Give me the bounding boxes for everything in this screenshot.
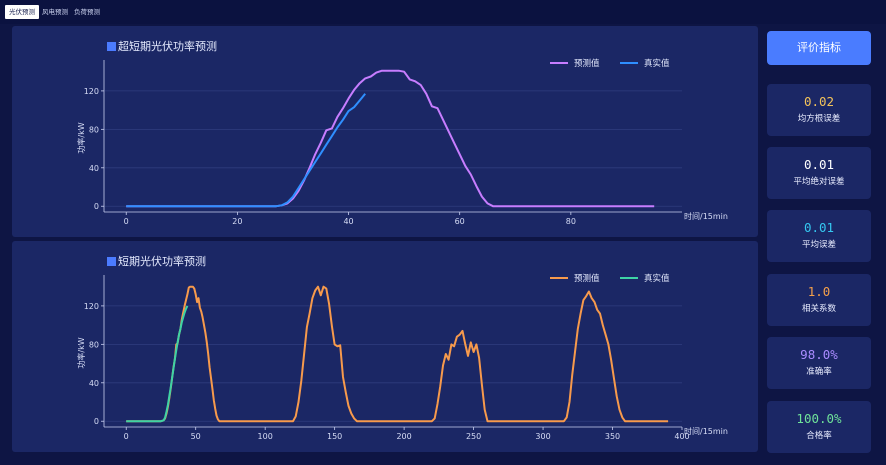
x-axis-label: 时间/15min — [684, 426, 728, 436]
y-tick-label: 120 — [84, 87, 99, 96]
x-tick-label: 80 — [566, 217, 576, 226]
legend-label: 预测值 — [574, 58, 600, 69]
y-tick-label: 80 — [89, 340, 99, 349]
x-axis-label: 时间/15min — [684, 211, 728, 221]
x-tick-label: 150 — [327, 432, 342, 441]
y-tick-label: 120 — [84, 302, 99, 311]
metric-rmse-label: 均方根误差 — [797, 114, 841, 124]
series-line-0 — [126, 285, 669, 423]
y-tick-label: 0 — [94, 417, 99, 426]
legend-label: 预测值 — [574, 273, 600, 284]
x-tick-label: 350 — [605, 432, 620, 441]
metric-mean-error: 0.01 平均误差 — [767, 210, 871, 262]
metric-correlation: 1.0 相关系数 — [767, 274, 871, 326]
tab-pv-forecast[interactable]: 光伏预测 — [5, 5, 39, 19]
x-tick-label: 200 — [396, 432, 411, 441]
x-tick-label: 0 — [124, 217, 129, 226]
metric-mean-error-value: 0.01 — [803, 220, 835, 235]
y-axis-label: 功率/kW — [76, 122, 86, 153]
legend-label: 真实值 — [644, 273, 670, 284]
x-tick-label: 50 — [191, 432, 201, 441]
metric-mae-value: 0.01 — [803, 157, 835, 172]
y-tick-label: 40 — [89, 379, 99, 388]
x-tick-label: 0 — [124, 432, 129, 441]
short-term-title: 短期光伏功率预测 — [107, 253, 206, 269]
x-tick-label: 100 — [258, 432, 273, 441]
y-axis-label: 功率/kW — [76, 337, 86, 368]
metric-accuracy-label: 准确率 — [806, 367, 832, 377]
tab-load-forecast[interactable]: 负荷预测 — [74, 8, 100, 16]
series-line-1 — [126, 305, 189, 423]
evaluation-metrics-button[interactable]: 评价指标 — [767, 31, 871, 65]
y-tick-label: 0 — [94, 202, 99, 211]
y-tick-label: 40 — [89, 164, 99, 173]
x-tick-label: 300 — [535, 432, 550, 441]
y-tick-label: 80 — [89, 125, 99, 134]
short-term-chart: 0 40 80 120 0 50 100 150 200 250 300 350 400时间/15min… — [76, 273, 728, 441]
metric-accuracy: 98.0% 准确率 — [767, 337, 871, 389]
metric-pass-rate-value: 100.0% — [796, 411, 842, 426]
x-tick-label: 60 — [455, 217, 465, 226]
metric-correlation-label: 相关系数 — [801, 304, 836, 314]
tab-wind-forecast[interactable]: 风电预测 — [42, 8, 68, 16]
short-term-panel: 0 40 80 120 0 50 100 150 200 250 300 350 400 时间/15min… — [12, 241, 758, 452]
short-term-title-text: 短期光伏功率预测 — [118, 255, 206, 268]
x-tick-label: 250 — [466, 432, 481, 441]
ultra-short-term-title: 超短期光伏功率预测 — [107, 38, 217, 54]
ultra-short-term-title-text: 超短期光伏功率预测 — [118, 40, 217, 53]
metric-correlation-value: 1.0 — [807, 284, 831, 299]
ultra-short-term-panel: 0 40 80 120 0 20 40 60 80 时间/15min 功率/kW 预测值 真实值 — [12, 26, 758, 237]
metric-accuracy-value: 98.0% — [800, 347, 838, 362]
title-square-icon — [107, 257, 116, 266]
legend-label: 真实值 — [644, 58, 670, 69]
top-tab-bar: 光伏预测 风电预测 负荷预测 — [0, 0, 886, 24]
ultra-short-term-chart: 0 40 80 120 0 20 40 60 80 时间/15min 功率/kW 预测值 真实值 — [76, 58, 728, 226]
metric-rmse-value: 0.02 — [803, 94, 835, 109]
x-tick-label: 400 — [674, 432, 689, 441]
metric-mean-error-label: 平均误差 — [801, 240, 836, 250]
metric-pass-rate-label: 合格率 — [806, 431, 832, 441]
title-square-icon — [107, 42, 116, 51]
metric-mae-label: 平均绝对误差 — [793, 177, 845, 187]
series-line-1 — [126, 93, 366, 208]
metric-pass-rate: 100.0% 合格率 — [767, 401, 871, 453]
metric-mae: 0.01 平均绝对误差 — [767, 147, 871, 199]
metric-rmse: 0.02 均方根误差 — [767, 84, 871, 136]
x-tick-label: 20 — [232, 217, 242, 226]
x-tick-label: 40 — [343, 217, 353, 226]
